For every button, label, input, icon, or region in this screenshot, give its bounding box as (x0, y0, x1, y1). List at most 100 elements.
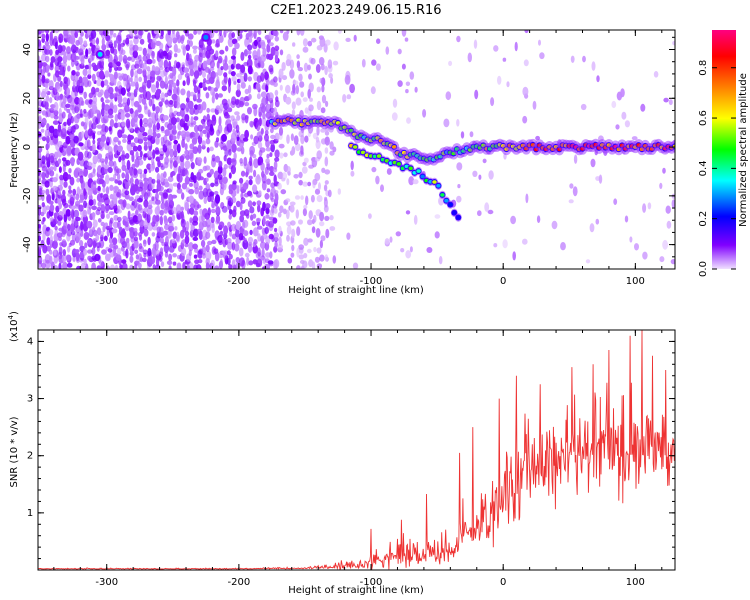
spectrogram-cell (184, 131, 191, 137)
spectrogram-cell (653, 71, 659, 78)
spectrogram-cell (302, 38, 308, 47)
spectrogram-cell (580, 103, 587, 111)
spectrogram-cell (397, 80, 403, 87)
spectrogram-cell (409, 71, 415, 80)
spectrogram-cell (152, 123, 157, 134)
spectrogram-cell (502, 239, 508, 249)
spectrogram-cell (121, 134, 128, 139)
spectrogram-cell (117, 216, 122, 222)
spectrogram-cell (236, 83, 241, 92)
spectrogram-cell (308, 73, 312, 80)
spectrogram-cell (589, 223, 595, 233)
spectrogram-cell (83, 167, 88, 177)
spectrogram-cell (61, 50, 67, 56)
spectrogram-cell (189, 68, 195, 77)
spectrogram-cell (226, 257, 231, 266)
spectrogram-cell (41, 33, 46, 40)
spectrogram-cell (291, 228, 296, 239)
spectrogram-cell (124, 112, 131, 118)
spectrogram-cell (412, 179, 419, 185)
spectrogram-cell (62, 171, 69, 182)
spectrogram-cell (266, 188, 271, 193)
spectrogram-cell (286, 53, 292, 63)
spectrogram-cell (84, 242, 88, 249)
spectrogram-cell (324, 169, 331, 175)
spectrogram-cell (289, 201, 296, 206)
spectrogram-cell (324, 65, 328, 76)
spectrogram-cell (150, 97, 155, 106)
spectrogram-cell (184, 168, 188, 175)
spectrogram-cell (397, 48, 402, 55)
spectrogram-cell (319, 211, 325, 222)
spectrogram-cell (142, 117, 149, 125)
spectrogram-cell (109, 102, 114, 111)
spectrogram-cell (239, 257, 245, 267)
spectrogram-cell (66, 46, 71, 55)
spectrogram-cell (94, 44, 100, 52)
spectrogram-cell (99, 230, 105, 237)
spectrogram-cell (68, 185, 72, 190)
spectrogram-cell (54, 30, 60, 34)
spectrogram-cell (120, 73, 125, 78)
spectrogram-cell (154, 240, 159, 251)
spectrogram-cell (176, 262, 182, 269)
spectrogram-cell (117, 180, 122, 186)
spectrogram-cell (192, 243, 199, 250)
spectrogram-cell (244, 209, 250, 217)
spectrogram-cell (582, 55, 586, 63)
spectrogram-cell (68, 189, 73, 194)
spectrogram-cell (273, 160, 278, 170)
spectrogram-cell (142, 68, 147, 78)
spectrogram-cell (79, 188, 85, 195)
spectrogram-cell (181, 153, 186, 159)
spectrogram-cell (337, 188, 341, 195)
spectrogram-cell (132, 215, 139, 223)
spectrogram-cell (44, 78, 50, 84)
spectrogram-cell (190, 162, 195, 170)
spectrogram-cell (40, 239, 45, 248)
colorbar-label: Normalized spectral amplitude (738, 73, 749, 227)
spectrogram-cell (332, 146, 337, 153)
spectrogram-cell (320, 107, 326, 114)
spectrogram-cell (270, 134, 276, 140)
spectrogram-cell (155, 199, 161, 205)
spectrogram-cell (297, 67, 303, 72)
spectrogram-cell (164, 224, 170, 231)
spectrogram-cell (150, 135, 156, 145)
spectrogram-cell (151, 112, 156, 122)
spectrogram-cell (227, 221, 231, 228)
spectrogram-cell (375, 175, 380, 185)
spectrogram-cell (90, 30, 97, 39)
spectrogram-cell (133, 230, 138, 237)
spectrogram-cell (295, 97, 302, 106)
spectrogram-cell (290, 220, 296, 226)
spectrogram-cell (70, 30, 76, 36)
spectrogram-cell (164, 199, 170, 208)
spectrogram-cell (445, 91, 452, 101)
spectrogram-cell (65, 159, 71, 166)
spectrogram-cell (257, 30, 262, 35)
spectrogram-cell (590, 158, 596, 168)
spectrogram-cell (228, 77, 232, 87)
spectrogram-cell (116, 66, 123, 71)
spectrogram-cell (120, 236, 126, 245)
spectrogram-cell (105, 49, 111, 57)
spectrogram-cell (236, 184, 240, 194)
spectrogram-cell (180, 103, 186, 111)
spectrogram-cell (234, 130, 241, 138)
spectrogram-cell (109, 118, 115, 128)
spectrogram-cell (122, 54, 128, 64)
spectrogram-cell (46, 237, 51, 246)
spectrogram-cell (125, 37, 130, 45)
spectrogram-cell (299, 30, 305, 36)
spectrogram-cell (264, 226, 270, 235)
spectrogram-cell (117, 32, 122, 42)
spectrogram-cell (570, 55, 575, 63)
spectrogram-cell (61, 239, 67, 245)
spectrogram-cell (52, 120, 59, 125)
spectrogram-cell (108, 53, 113, 64)
spectrogram-cell (279, 84, 283, 91)
spectrogram-cell (172, 66, 177, 77)
spectrogram-cell (206, 113, 210, 123)
spectrogram-cell (244, 102, 250, 107)
